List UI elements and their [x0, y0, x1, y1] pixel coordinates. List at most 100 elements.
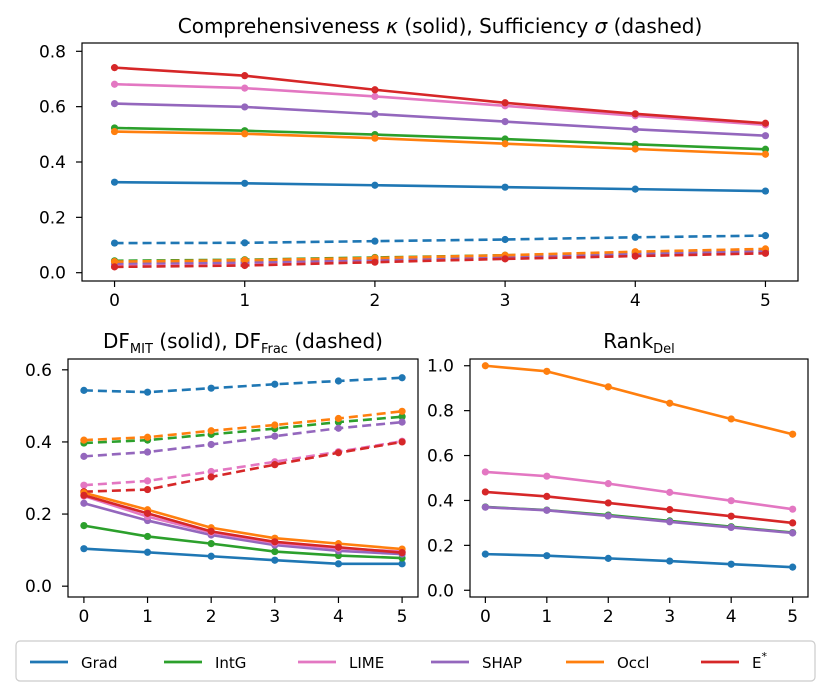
data-point-shap — [110, 100, 119, 108]
chart-df-mit-frac: DFMIT (solid), DFFrac (dashed) 0.0 0.2 0.4 0… — [25, 329, 419, 627]
y-tick-label: 0.4 — [25, 433, 52, 453]
series-line-occl-dashed — [114, 247, 766, 263]
y-tick-label: 0.0 — [427, 581, 454, 601]
series-line-estar-dashed — [114, 252, 766, 269]
data-point-occl — [241, 130, 249, 138]
series-line-estar-solid — [114, 66, 766, 125]
legend-label-text: Grad — [81, 654, 118, 672]
data-point-shap — [80, 452, 88, 460]
data-point-estar — [501, 99, 509, 107]
data-point-grad — [143, 548, 152, 556]
data-point-estar — [543, 492, 551, 501]
data-point-lime — [207, 467, 215, 476]
data-point-grad — [727, 560, 735, 568]
data-point-lime — [604, 480, 612, 488]
x-tick-label: 0 — [109, 291, 120, 311]
series-line-occl-solid — [114, 130, 766, 156]
x-tick-label: 1 — [541, 607, 552, 627]
chart-title: DFMIT (solid), DFFrac (dashed) — [103, 329, 383, 357]
data-point-shap — [271, 432, 279, 440]
series-line-shap-dashed — [83, 420, 403, 458]
data-point-shap — [143, 448, 152, 456]
series-line-estar-solid — [83, 494, 403, 554]
legend-label-text: SHAP — [482, 654, 522, 672]
data-point-shap — [207, 440, 215, 449]
data-point-occl — [371, 134, 379, 142]
x-tick-label: 2 — [603, 607, 614, 627]
data-point-grad — [501, 235, 509, 244]
legend: Grad IntG LIME SHAP Occl E* — [15, 640, 816, 682]
chart-title-part: Comprehensiveness — [178, 14, 386, 38]
data-point-estar — [334, 449, 343, 457]
chart-title: RankDel — [603, 329, 675, 357]
series-line-grad-solid — [83, 547, 403, 566]
data-point-lime — [543, 472, 551, 480]
data-point-occl — [666, 399, 674, 407]
x-tick-label: 5 — [397, 607, 408, 627]
data-point-grad — [761, 232, 770, 240]
data-point-estar — [371, 86, 379, 94]
data-point-shap — [80, 499, 88, 507]
series-line-lime-dashed — [83, 439, 403, 487]
series-line-estar-solid — [485, 490, 793, 525]
series-line-shap-solid — [485, 505, 793, 535]
legend-label-estar: E* — [752, 650, 767, 672]
data-point-occl — [143, 433, 152, 441]
series-line-occl-solid — [83, 491, 403, 551]
data-point-estar — [110, 263, 119, 271]
data-point-shap — [604, 512, 612, 520]
y-tick-label: 0.2 — [25, 505, 52, 525]
data-point-shap — [727, 523, 735, 531]
series-line-occl-solid — [485, 364, 793, 436]
data-point-grad — [398, 560, 406, 568]
data-point-estar — [143, 485, 152, 494]
chart-title-part: DF — [103, 329, 130, 353]
data-point-grad — [631, 233, 639, 241]
data-point-estar — [398, 549, 406, 557]
chart-title-part: (solid), Sufficiency — [398, 14, 595, 38]
data-point-shap — [543, 506, 551, 514]
series-group — [481, 362, 797, 571]
x-tick-label: 4 — [333, 607, 344, 627]
chart-title-part: κ — [386, 14, 398, 38]
data-point-lime — [80, 481, 88, 489]
data-point-intg — [761, 145, 770, 153]
data-point-shap — [501, 117, 509, 126]
chart-title-part: Rank — [603, 329, 653, 353]
y-tick-label: 1.0 — [427, 357, 454, 377]
y-tick-label: 0.0 — [25, 577, 52, 597]
data-point-occl — [761, 150, 770, 158]
data-point-occl — [727, 415, 735, 423]
data-point-lime — [727, 497, 735, 505]
x-tick-label: 0 — [480, 607, 491, 627]
y-tick-label: 0.6 — [427, 447, 454, 467]
legend-frame — [15, 640, 816, 682]
data-point-occl — [110, 127, 119, 136]
series-line-shap-solid — [114, 102, 766, 138]
data-point-shap — [631, 125, 639, 133]
data-point-occl — [271, 421, 279, 429]
data-point-grad — [80, 545, 88, 553]
data-point-lime — [110, 80, 119, 88]
data-point-grad — [143, 388, 152, 396]
data-point-estar — [241, 72, 249, 80]
x-tick-label: 5 — [760, 291, 771, 311]
data-point-shap — [334, 424, 343, 432]
data-point-grad — [371, 181, 379, 189]
data-point-lime — [481, 468, 489, 476]
chart-rank-del: RankDel 0.0 0.2 0.4 0.6 0.8 1.0 0 1 2 3 4 5 — [427, 329, 809, 627]
data-point-estar — [727, 512, 735, 520]
data-point-estar — [334, 543, 343, 551]
x-tick-label: 2 — [369, 291, 380, 311]
y-tick-label: 0.6 — [25, 361, 52, 381]
y-tick-label: 0.6 — [39, 98, 66, 118]
y-tick-label: 0.2 — [427, 536, 454, 556]
legend-label-shap: SHAP — [482, 654, 522, 672]
data-point-grad — [241, 179, 249, 187]
series-line-estar-dashed — [83, 440, 403, 493]
data-point-occl — [398, 407, 406, 415]
series-line-lime-solid — [114, 82, 766, 127]
data-point-lime — [789, 505, 797, 513]
data-point-shap — [241, 103, 249, 111]
data-point-intg — [207, 540, 215, 548]
